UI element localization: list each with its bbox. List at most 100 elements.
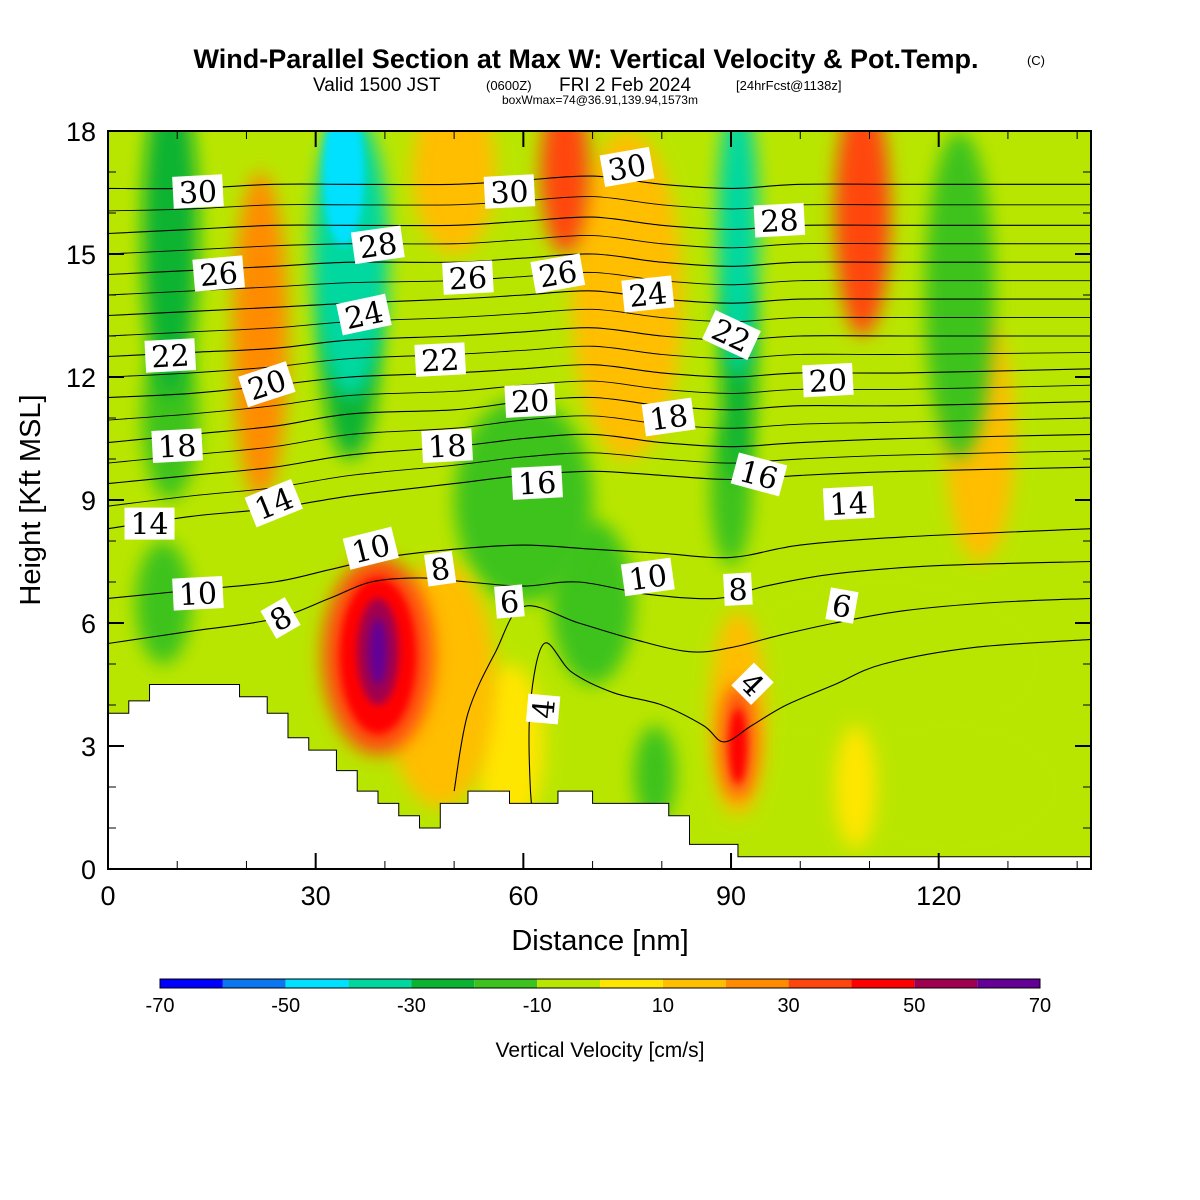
valid-time-prefix: Valid 1500 JST bbox=[313, 75, 441, 96]
contour-label-bg bbox=[621, 275, 675, 313]
contour-label-text: 28 bbox=[357, 226, 400, 266]
contour-label-18: 16 bbox=[511, 465, 563, 503]
contour-label-bg bbox=[144, 338, 197, 373]
velocity-cell-23 bbox=[717, 131, 759, 377]
contour-label-text: 18 bbox=[157, 429, 197, 466]
contour-label-text: 30 bbox=[178, 175, 218, 212]
contour-label-text: 16 bbox=[517, 466, 557, 503]
colorbar-segment-10 bbox=[788, 979, 852, 988]
x-tick-label: 120 bbox=[916, 881, 961, 911]
contour-label-text: 8 bbox=[428, 552, 452, 589]
contour-label-24: 18 bbox=[641, 397, 696, 439]
contour-label-bg bbox=[424, 550, 457, 587]
valid-time-zulu: (0600Z) bbox=[486, 78, 532, 93]
colorbar-title: Vertical Velocity [cm/s] bbox=[496, 1039, 705, 1062]
contour-label-19: 6 bbox=[494, 584, 525, 621]
contour-label-31: 14 bbox=[822, 485, 875, 523]
contour-label-text: 18 bbox=[647, 399, 690, 439]
y-axis-label: Height [Kft MSL] bbox=[15, 394, 47, 605]
contour-label-bg bbox=[172, 174, 224, 209]
contour-label-bg bbox=[238, 361, 296, 408]
colorbar-segment-3 bbox=[348, 979, 412, 988]
x-tick-label: 0 bbox=[100, 881, 115, 911]
contour-label-bg bbox=[483, 174, 536, 209]
colorbar-segment-5 bbox=[474, 979, 538, 988]
contour-label-text: 14 bbox=[829, 486, 869, 523]
contour-label-32: 6 bbox=[825, 587, 859, 626]
contour-label-text: 20 bbox=[510, 384, 550, 421]
colorbar-tick-label: -50 bbox=[271, 995, 300, 1017]
contour-label-21: 26 bbox=[530, 253, 586, 296]
contour-label-bg bbox=[802, 362, 854, 398]
contour-label-bg bbox=[702, 310, 761, 361]
terrain-mask bbox=[108, 684, 1091, 869]
contour-label-bg bbox=[124, 507, 175, 540]
contour-label-text: 24 bbox=[342, 295, 387, 337]
contour-label-bg bbox=[336, 293, 392, 336]
y-tick-label: 0 bbox=[81, 855, 96, 885]
velocity-cell-13 bbox=[412, 131, 496, 254]
chart-title: Wind-Parallel Section at Max W: Vertical… bbox=[194, 44, 979, 74]
theta-contour-minor-10 bbox=[108, 235, 1091, 255]
contour-label-bg bbox=[525, 693, 561, 725]
contour-label-bg bbox=[825, 587, 859, 624]
contour-label-5: 10 bbox=[172, 576, 224, 613]
contour-label-text: 30 bbox=[605, 148, 649, 189]
x-axis-label: Distance [nm] bbox=[511, 925, 688, 957]
contour-label-bg bbox=[494, 584, 525, 619]
velocity-cell-1 bbox=[827, 705, 1078, 869]
contour-label-4: 14 bbox=[124, 507, 175, 543]
velocity-cell-28 bbox=[322, 131, 365, 246]
contour-label-14: 8 bbox=[424, 550, 457, 589]
colorbar-segment-7 bbox=[600, 979, 663, 988]
contour-label-bg bbox=[753, 202, 806, 238]
x-tick-label: 60 bbox=[508, 881, 538, 911]
colorbar-tick-label: 70 bbox=[1029, 995, 1051, 1017]
contour-label-23: 24 bbox=[621, 275, 675, 315]
y-tick-label: 12 bbox=[66, 363, 96, 393]
contour-label-bg bbox=[244, 478, 303, 528]
theta-contour-18 bbox=[108, 396, 1091, 444]
colorbar-segment-6 bbox=[537, 979, 600, 988]
contour-label-bg bbox=[172, 576, 224, 611]
contour-label-28: 16 bbox=[730, 452, 788, 498]
colorbar-segment-11 bbox=[851, 979, 915, 988]
valid-date: FRI 2 Feb 2024 bbox=[559, 75, 691, 96]
contour-label-text: 26 bbox=[536, 254, 580, 295]
y-tick-label: 6 bbox=[81, 609, 96, 639]
velocity-cell-27 bbox=[729, 709, 747, 783]
velocity-cell-24 bbox=[540, 131, 590, 254]
contour-label-3: 18 bbox=[151, 428, 203, 466]
contour-label-bg bbox=[599, 146, 655, 188]
contour-label-bg bbox=[723, 572, 753, 606]
velocity-cell-20 bbox=[834, 131, 891, 336]
y-tick-label: 3 bbox=[81, 732, 96, 762]
plot-area: 30 26 22 18 14 10 8 20 14 10 28 24 22 18 8 26 30 20 16 6 4 26… bbox=[108, 131, 1091, 869]
theta-contour-10 bbox=[108, 528, 1091, 599]
theta-contour-30 bbox=[108, 175, 1091, 190]
copyright-mark: (C) bbox=[1027, 53, 1045, 68]
forecast-info: [24hrFcst@1138z] bbox=[736, 78, 841, 93]
contour-label-text: 24 bbox=[627, 276, 669, 315]
contour-label-text: 10 bbox=[178, 576, 218, 613]
contour-label-text: 14 bbox=[130, 508, 168, 543]
contour-label-30: 20 bbox=[802, 362, 854, 400]
velocity-cell-10 bbox=[454, 397, 593, 603]
contour-label-16: 30 bbox=[483, 174, 536, 211]
box-wmax-info: boxWmax=74@36.91,139.94,1573m bbox=[502, 93, 698, 107]
contour-label-11: 24 bbox=[336, 293, 392, 337]
theta-contour-minor-4 bbox=[108, 450, 1091, 507]
y-tick-label: 9 bbox=[81, 486, 96, 516]
colorbar-tick-label: -30 bbox=[397, 995, 426, 1017]
contour-label-bg bbox=[504, 383, 557, 418]
subtitle-line: Valid 1500 JST (0600Z) FRI 2 Feb 2024 [2… bbox=[313, 75, 841, 96]
contour-label-text: 10 bbox=[627, 558, 670, 598]
contour-label-13: 18 bbox=[421, 428, 473, 466]
velocity-cell-16 bbox=[634, 725, 676, 824]
contour-label-bg bbox=[414, 342, 467, 377]
colorbar-segment-12 bbox=[914, 979, 978, 988]
contour-label-text: 28 bbox=[760, 203, 800, 240]
contour-label-0: 30 bbox=[172, 174, 224, 212]
contour-label-bg bbox=[350, 225, 405, 265]
colorbar-segment-2 bbox=[285, 979, 349, 988]
